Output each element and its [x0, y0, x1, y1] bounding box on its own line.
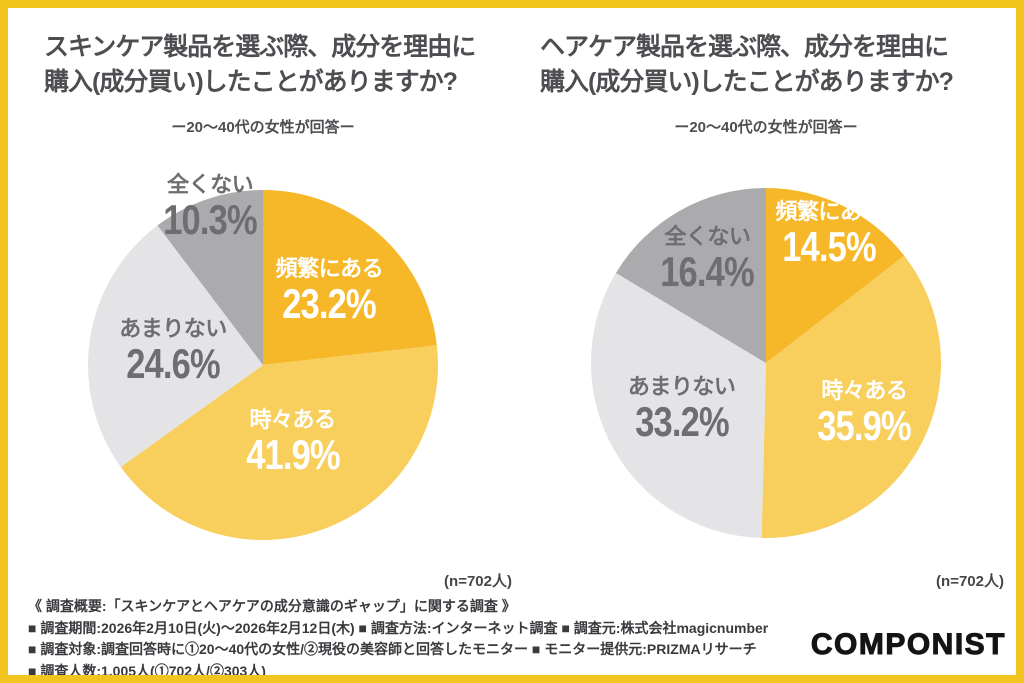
survey-overview-heading: 《 調査概要:「スキンケアとヘアケアの成分意識のギャップ」に関する調査 》 [28, 598, 516, 614]
pie-slice-label: 頻繁にある 14.5% [772, 199, 886, 269]
pie-svg [88, 190, 438, 540]
pie-slice-3 [615, 188, 766, 363]
pie-slice-2 [88, 225, 263, 467]
pie-slice-value: 24.6% [126, 340, 220, 388]
survey-overview-line-3: ■ 調査人数:1,005人(①702人/②303人) [28, 662, 266, 679]
pie-slice-value: 41.9% [245, 430, 340, 478]
pie-slice-category: あまりない [119, 316, 227, 342]
pie-slice-label: 頻繁にある 23.2% [272, 256, 386, 326]
pie-slice-category: 時々ある [249, 406, 337, 432]
pie-slice-category: 時々ある [821, 377, 908, 403]
skincare-sample-size: (n=702人) [444, 573, 512, 590]
pie-slice-label: 全くない 16.4% [650, 224, 764, 294]
survey-overview-line-1: ■ 調査期間:2026年2月10日(火)〜2026年2月12日(木) ■ 調査方… [28, 619, 769, 636]
pie-slice-label: 時々ある 41.9% [236, 407, 350, 477]
haircare-title-line-1: ヘアケア製品を選ぶ際、成分を理由に [540, 33, 949, 61]
pie-slice-value: 23.2% [282, 279, 377, 327]
pie-slice-value: 35.9% [817, 401, 912, 449]
pie-slice-1 [761, 255, 941, 538]
haircare-title-line-2: 購入(成分買い)したことがありますか? [540, 68, 954, 96]
survey-overview: 《 調査概要:「スキンケアとヘアケアの成分意識のギャップ」に関する調査 》 ■ … [28, 596, 769, 679]
pie-slice-category: 全くない [664, 224, 751, 250]
pie-slice-2 [591, 272, 766, 538]
pie-slice-category: 全くない [167, 172, 254, 198]
pie-slice-label: 時々ある 35.9% [807, 378, 921, 448]
pie-svg [591, 188, 941, 538]
pie-slice-category: 頻繁にある [775, 199, 883, 225]
haircare-pie-chart: 頻繁にある 14.5% 時々ある 35.9% あまりない 33.2% 全くない 16.4% [591, 188, 941, 538]
pie-slice-category: 頻繁にある [275, 255, 384, 281]
pie-slice-label: あまりない 33.2% [625, 374, 739, 444]
pie-slice-label: あまりない 24.6% [116, 316, 230, 386]
haircare-sample-size: (n=702人) [936, 573, 1004, 590]
pie-slice-0 [263, 190, 437, 365]
skincare-pie-chart: 頻繁にある 23.2% 時々ある 41.9% あまりない 24.6% 全くない 10.3% [88, 172, 438, 540]
skincare-subtitle: ー20〜40代の女性が回答ー [171, 119, 355, 136]
haircare-subtitle: ー20〜40代の女性が回答ー [674, 119, 858, 136]
pie-slice-1 [120, 345, 438, 540]
skincare-title-line-2: 購入(成分買い)したことがありますか? [44, 68, 458, 96]
pie-slice-value: 10.3% [163, 196, 257, 244]
pie-slice-label: 全くない 10.3% [153, 172, 267, 242]
pie-slice-value: 33.2% [634, 398, 729, 446]
haircare-question-title: ヘアケア製品を選ぶ際、成分を理由に 購入(成分買い)したことがありますか? [540, 30, 954, 100]
skincare-title-line-1: スキンケア製品を選ぶ際、成分を理由に [44, 33, 476, 61]
skincare-question-title: スキンケア製品を選ぶ際、成分を理由に 購入(成分買い)したことがありますか? [44, 30, 476, 100]
pie-slice-value: 16.4% [660, 248, 755, 296]
componist-logo: COMPONIST [810, 628, 1006, 662]
pie-slice-value: 14.5% [782, 223, 876, 271]
pie-slice-category: あまりない [627, 374, 736, 400]
pie-slice-3 [157, 190, 263, 365]
survey-overview-line-2: ■ 調査対象:調査回答時に①20〜40代の女性/②現役の美容師と回答したモニター… [28, 641, 757, 657]
pie-slice-0 [766, 188, 905, 363]
